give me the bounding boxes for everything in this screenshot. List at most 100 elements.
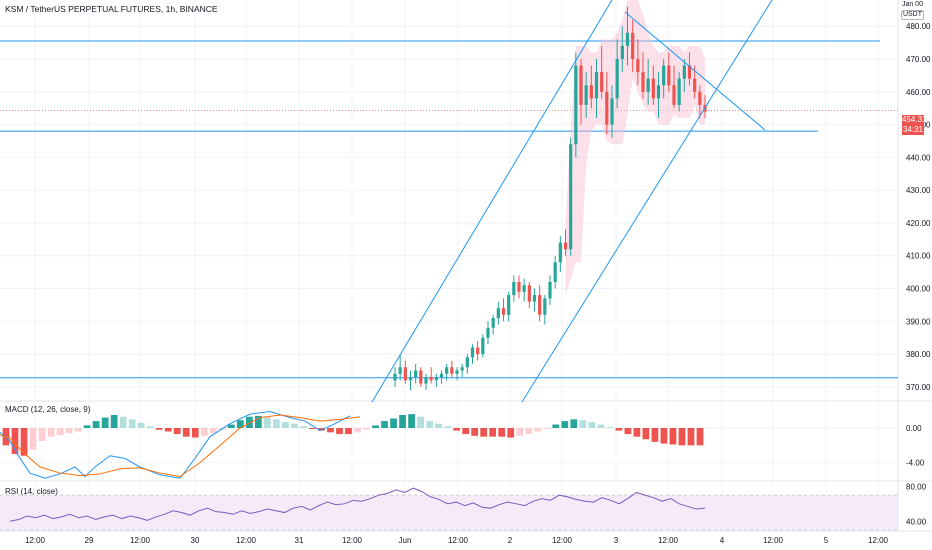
macd-histogram-bar bbox=[696, 428, 704, 446]
countdown-tag: 34:31 bbox=[902, 125, 924, 135]
macd-tick-label: 0.00 bbox=[906, 424, 922, 433]
macd-histogram-bar bbox=[137, 422, 145, 428]
candle-body bbox=[667, 65, 671, 86]
macd-histogram-bar bbox=[254, 415, 262, 428]
candle-body bbox=[414, 370, 418, 378]
price-tick-label: 370.00 bbox=[906, 383, 931, 392]
macd-histogram-bar bbox=[209, 428, 217, 434]
macd-histogram-bar bbox=[74, 428, 82, 432]
time-tick-label: Jun bbox=[399, 536, 412, 545]
candle-body bbox=[651, 78, 655, 99]
macd-histogram-bar bbox=[273, 419, 280, 428]
macd-histogram-bar bbox=[38, 428, 46, 441]
macd-histogram-bar bbox=[372, 425, 379, 428]
macd-histogram-bar bbox=[191, 428, 199, 438]
candle-body bbox=[641, 72, 645, 92]
rsi-line bbox=[9, 487, 706, 522]
time-tick-label: 12:00 bbox=[236, 536, 257, 545]
macd-histogram-bar bbox=[119, 416, 127, 428]
price-tick-label: 380.00 bbox=[906, 350, 931, 359]
candle-body bbox=[687, 65, 692, 79]
macd-histogram-bar bbox=[20, 428, 28, 456]
candle-body bbox=[698, 91, 702, 105]
candle-body bbox=[517, 281, 521, 292]
price-tick-label: 440.00 bbox=[906, 153, 931, 162]
macd-histogram-bar bbox=[345, 428, 352, 435]
candle-body bbox=[507, 295, 511, 315]
macd-histogram-bar bbox=[426, 421, 433, 428]
time-tick-label: 29 bbox=[85, 536, 94, 545]
macd-histogram-bar bbox=[687, 428, 695, 446]
candle-body bbox=[496, 308, 500, 319]
time-tick-label: 12:00 bbox=[658, 536, 679, 545]
candle-body bbox=[656, 85, 661, 99]
time-tick-label: 12:00 bbox=[763, 536, 784, 545]
candle-body bbox=[589, 85, 593, 99]
macd-histogram-bar bbox=[83, 425, 91, 428]
candle-body bbox=[481, 337, 485, 355]
time-tick-label: 4 bbox=[720, 536, 725, 545]
macd-histogram-bar bbox=[65, 428, 73, 434]
macd-histogram-bar bbox=[354, 428, 361, 433]
macd-histogram-bar bbox=[615, 428, 623, 431]
macd-histogram-bar bbox=[92, 421, 100, 428]
price-tick-label: 470.00 bbox=[906, 55, 931, 64]
candle-body bbox=[512, 281, 516, 296]
rsi-band bbox=[0, 495, 898, 530]
candle-body bbox=[393, 373, 397, 381]
candle-body bbox=[672, 85, 676, 105]
candle-body bbox=[677, 78, 681, 105]
candle-body bbox=[398, 367, 402, 374]
macd-histogram-bar bbox=[642, 428, 650, 440]
macd-histogram-bar bbox=[606, 427, 614, 429]
macd-histogram-bar bbox=[597, 424, 605, 428]
macd-histogram-bar bbox=[453, 428, 461, 431]
macd-signal-line bbox=[0, 414, 361, 478]
candle-body bbox=[408, 377, 413, 381]
price-tick-label: 480.00 bbox=[906, 22, 931, 31]
candle-body bbox=[615, 59, 619, 99]
macd-histogram-bar bbox=[669, 428, 677, 445]
current-price-tag: 454.31 bbox=[902, 115, 927, 125]
price-tick-label: 410.00 bbox=[906, 252, 931, 261]
time-tick-label: 3 bbox=[614, 536, 619, 545]
macd-histogram-bar bbox=[29, 428, 37, 450]
macd-histogram-bar bbox=[101, 417, 109, 428]
candle-body bbox=[434, 377, 438, 381]
currency-label: USDT bbox=[900, 10, 924, 20]
time-tick-label: 31 bbox=[295, 536, 304, 545]
time-tick-label: 2 bbox=[508, 536, 513, 545]
macd-histogram-bar bbox=[408, 414, 415, 428]
macd-histogram-bar bbox=[471, 428, 479, 436]
time-tick-label: 12:00 bbox=[448, 536, 469, 545]
macd-histogram-bar bbox=[435, 423, 443, 428]
candle-body bbox=[605, 91, 609, 125]
macd-histogram-bar bbox=[507, 428, 515, 438]
time-tick-label: 12:00 bbox=[342, 536, 363, 545]
rsi-tick-label: 80.00 bbox=[906, 482, 927, 491]
macd-histogram-bar bbox=[47, 428, 55, 437]
candle-body bbox=[439, 373, 444, 378]
candle-body bbox=[574, 65, 578, 145]
candle-body bbox=[579, 65, 583, 105]
descending-trendline bbox=[624, 11, 766, 131]
price-tick-label: 430.00 bbox=[906, 186, 931, 195]
candle-body bbox=[662, 65, 666, 86]
macd-histogram-bar bbox=[164, 428, 172, 432]
chart-title: KSM / TetherUS PERPETUAL FUTURES, 1h, BI… bbox=[5, 4, 218, 14]
macd-histogram-bar bbox=[399, 415, 406, 428]
candle-body bbox=[538, 295, 542, 315]
channel-lower-line bbox=[521, 0, 773, 403]
candle-body bbox=[403, 367, 407, 381]
macd-histogram-bar bbox=[660, 428, 668, 444]
candle-body bbox=[600, 72, 604, 92]
candle-body bbox=[682, 65, 686, 79]
currency-badge[interactable]: Jan 00 USDT bbox=[900, 1, 924, 20]
rsi-pane-label: RSI (14, close) bbox=[5, 487, 58, 496]
candle-body bbox=[476, 347, 480, 355]
time-tick-label: 12:00 bbox=[868, 536, 889, 545]
macd-histogram-bar bbox=[327, 428, 334, 433]
bollinger-band bbox=[565, 0, 705, 296]
macd-histogram-bar bbox=[110, 415, 118, 428]
macd-histogram-bar bbox=[336, 428, 343, 435]
